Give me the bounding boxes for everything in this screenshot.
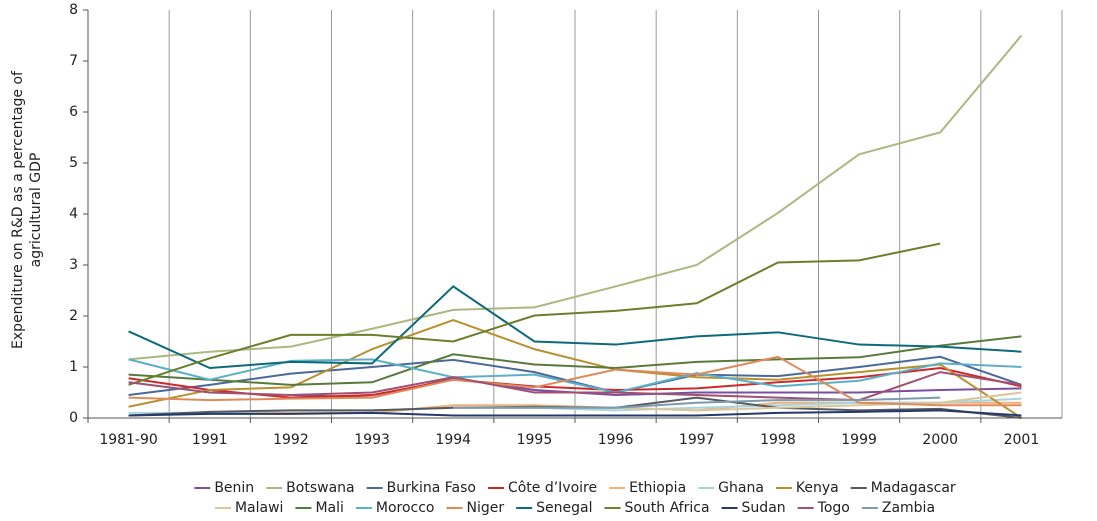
legend-label: Zambia <box>882 500 935 516</box>
x-tick-label: 2001 <box>1004 432 1040 448</box>
y-tick-label: 6 <box>69 104 78 120</box>
y-tick-label: 8 <box>69 2 78 18</box>
x-tick-label: 1998 <box>760 432 796 448</box>
legend-label: Mali <box>315 500 343 516</box>
x-tick-label: 1996 <box>598 432 634 448</box>
x-tick-label: 1981-90 <box>99 432 158 448</box>
legend-label: Benin <box>214 480 254 496</box>
series-line <box>128 242 941 386</box>
legend-label: Togo <box>817 500 850 516</box>
x-tick-label: 2000 <box>922 432 958 448</box>
series-line <box>128 355 1022 407</box>
legend-label: Burkina Faso <box>387 480 476 496</box>
series-line <box>128 335 1022 386</box>
series-line <box>128 367 1022 399</box>
legend-label: Morocco <box>376 500 435 516</box>
y-tick-label: 2 <box>69 308 78 324</box>
x-tick-label: 1994 <box>435 432 471 448</box>
y-axis-label: Expenditure on R&D as a percentage of <box>10 70 26 349</box>
series-line <box>128 409 1022 417</box>
y-tick-label: 5 <box>69 155 78 171</box>
x-tick-label: 1991 <box>192 432 228 448</box>
legend-label: Botswana <box>286 480 354 496</box>
y-tick-label: 1 <box>69 359 78 375</box>
y-tick-label: 0 <box>69 410 78 426</box>
legend-label: Sudan <box>742 500 786 516</box>
x-tick-label: 1992 <box>273 432 309 448</box>
series-line <box>128 319 1022 419</box>
legend-label: South Africa <box>624 500 709 516</box>
series-line <box>128 34 1023 361</box>
series-line <box>453 396 941 409</box>
legend-label: Madagascar <box>871 480 956 496</box>
series-line <box>128 358 1022 394</box>
y-tick-label: 7 <box>69 53 78 69</box>
series-line <box>128 371 1022 402</box>
x-tick-label: 1995 <box>517 432 553 448</box>
series-line <box>128 355 1022 397</box>
x-tick-label: 1997 <box>679 432 715 448</box>
y-tick-label: 3 <box>69 257 78 273</box>
legend-label: Ethiopia <box>629 480 686 496</box>
y-tick-label: 4 <box>69 206 78 222</box>
legend-label: Ghana <box>718 480 764 496</box>
legend-label: Niger <box>467 500 505 516</box>
x-tick-label: 1999 <box>841 432 877 448</box>
legend-row: Malawi Mali Morocco Niger Senegal South Afric… <box>214 500 935 516</box>
legend-row: Benin Botswana Burkina Faso Côte d’Ivoire Et… <box>194 480 956 496</box>
series-line <box>128 285 1022 370</box>
legend-label: Senegal <box>536 500 592 516</box>
x-tick-label: 1993 <box>354 432 390 448</box>
legend-label: Kenya <box>796 480 839 496</box>
legend-label: Malawi <box>235 500 283 516</box>
legend-label: Côte d’Ivoire <box>508 480 597 496</box>
y-axis-label: agricultural GDP <box>28 153 44 268</box>
